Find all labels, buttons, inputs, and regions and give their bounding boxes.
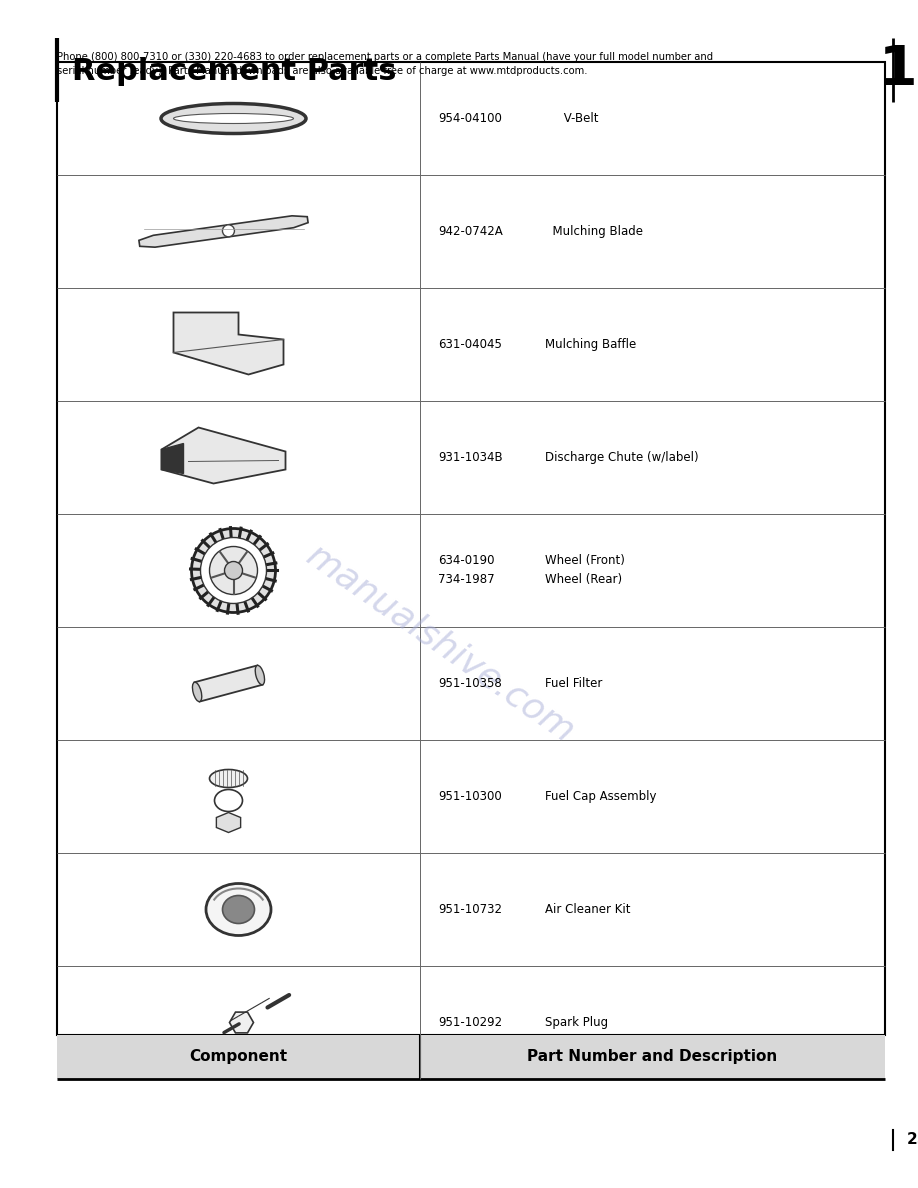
Ellipse shape bbox=[222, 896, 254, 923]
Polygon shape bbox=[174, 312, 284, 374]
Polygon shape bbox=[217, 813, 241, 833]
Text: 634-0190
734-1987: 634-0190 734-1987 bbox=[438, 555, 495, 587]
Polygon shape bbox=[139, 216, 308, 247]
Text: Phone (800) 800-7310 or (330) 220-4683 to order replacement parts or a complete : Phone (800) 800-7310 or (330) 220-4683 t… bbox=[57, 52, 713, 76]
Text: Mulching Baffle: Mulching Baffle bbox=[545, 339, 636, 350]
Ellipse shape bbox=[193, 682, 202, 702]
Ellipse shape bbox=[206, 884, 271, 935]
Circle shape bbox=[225, 562, 242, 580]
Polygon shape bbox=[230, 1012, 253, 1032]
Circle shape bbox=[192, 529, 275, 613]
Circle shape bbox=[222, 225, 234, 236]
Polygon shape bbox=[162, 443, 184, 474]
Text: 631-04045: 631-04045 bbox=[438, 339, 502, 350]
Text: Mulching Blade: Mulching Blade bbox=[545, 225, 643, 238]
Text: Component: Component bbox=[189, 1049, 287, 1064]
Text: 951-10300: 951-10300 bbox=[438, 790, 502, 803]
Text: Fuel Cap Assembly: Fuel Cap Assembly bbox=[545, 790, 656, 803]
Text: 954-04100: 954-04100 bbox=[438, 112, 502, 125]
Text: 11: 11 bbox=[879, 43, 918, 97]
Bar bbox=[57, 1035, 885, 1079]
Text: Air Cleaner Kit: Air Cleaner Kit bbox=[545, 903, 631, 916]
Circle shape bbox=[209, 546, 258, 594]
Polygon shape bbox=[162, 428, 285, 484]
Polygon shape bbox=[195, 665, 263, 702]
Text: 951-10292: 951-10292 bbox=[438, 1016, 502, 1029]
Text: Part Number and Description: Part Number and Description bbox=[527, 1049, 778, 1064]
Bar bbox=[57, 62, 885, 1035]
Text: 931-1034B: 931-1034B bbox=[438, 451, 503, 465]
Circle shape bbox=[200, 537, 266, 604]
Text: 942-0742A: 942-0742A bbox=[438, 225, 503, 238]
Text: V-Belt: V-Belt bbox=[545, 112, 599, 125]
Ellipse shape bbox=[174, 114, 294, 124]
Text: Spark Plug: Spark Plug bbox=[545, 1016, 608, 1029]
Text: Discharge Chute (w/label): Discharge Chute (w/label) bbox=[545, 451, 699, 465]
Ellipse shape bbox=[255, 665, 264, 684]
Text: 951-10732: 951-10732 bbox=[438, 903, 502, 916]
Ellipse shape bbox=[209, 770, 248, 788]
Text: 25: 25 bbox=[906, 1132, 918, 1148]
Text: Fuel Filter: Fuel Filter bbox=[545, 677, 602, 690]
Ellipse shape bbox=[161, 103, 306, 133]
Text: Replacement Parts: Replacement Parts bbox=[72, 57, 397, 87]
Text: manualshive.com: manualshive.com bbox=[300, 538, 582, 750]
Text: 951-10358: 951-10358 bbox=[438, 677, 502, 690]
Text: Wheel (Front)
Wheel (Rear): Wheel (Front) Wheel (Rear) bbox=[545, 555, 625, 587]
